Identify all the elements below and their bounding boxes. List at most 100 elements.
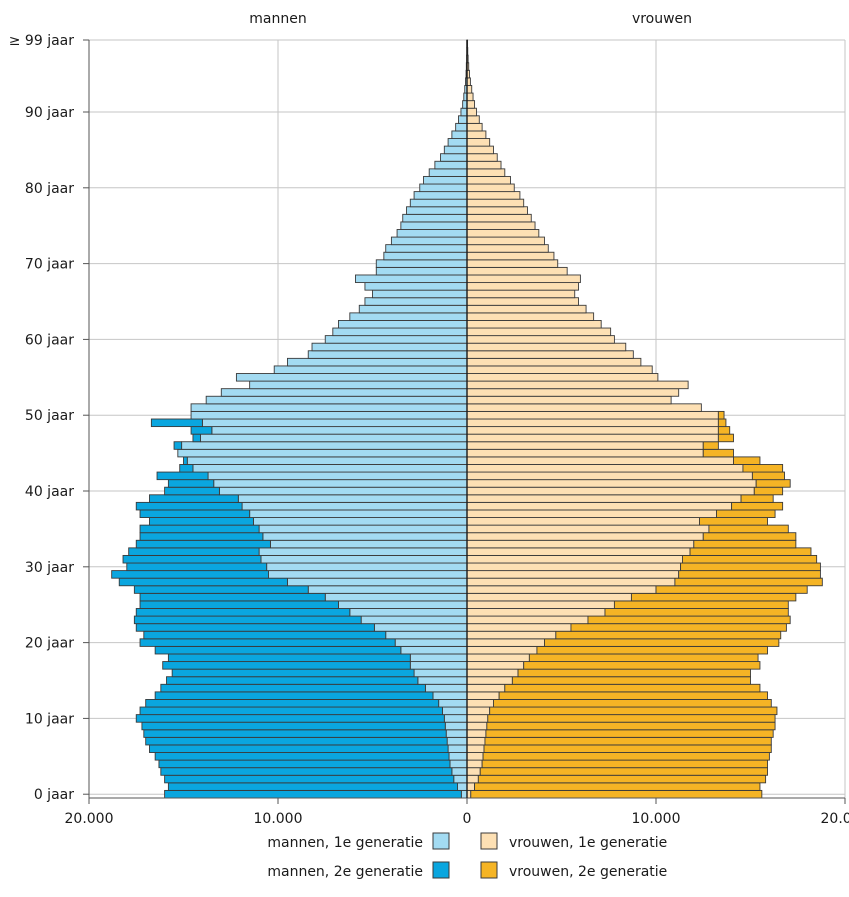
bar-women-2e-age-36 [699,518,767,526]
bar-men-2e-age-38 [136,502,242,510]
bar-men-2e-age-26 [140,593,325,601]
bar-men-1e-age-59 [312,343,467,351]
bar-men-1e-age-41 [214,480,467,488]
bar-men-2e-age-14 [161,684,426,692]
bar-men-1e-age-53 [221,389,467,397]
bar-men-1e-age-86 [448,139,467,147]
bar-women-2e-age-32 [690,548,811,556]
bar-women-2e-age-13 [499,692,767,700]
bar-women-2e-age-24 [605,609,788,617]
bar-men-1e-age-46 [182,442,467,450]
bar-women-2e-age-34 [703,533,796,541]
bar-men-1e-age-24 [350,609,467,617]
bar-men-1e-age-52 [206,396,467,404]
bar-men-1e-age-50 [191,411,467,419]
bar-men-1e-age-39 [238,495,467,503]
bar-men-1e-age-14 [425,684,467,692]
bar-women-1e-age-72 [467,245,548,253]
bar-men-1e-age-70 [376,260,467,268]
bar-women-1e-age-34 [467,533,703,541]
bar-women-1e-age-7 [467,737,485,745]
bar-men-1e-age-5 [449,753,467,761]
legend-label-men-2e: mannen, 2e generatie [267,864,423,880]
bar-men-1e-age-51 [191,404,467,412]
bar-men-1e-age-64 [359,305,467,313]
bar-women-1e-age-6 [467,745,484,753]
bar-men-1e-age-84 [441,154,467,162]
bar-women-1e-age-43 [467,464,743,472]
bar-men-2e-age-33 [136,540,270,548]
bar-women-1e-age-91 [467,101,475,109]
y-tick-label: 40 jaar [25,484,74,500]
bar-men-2e-age-30 [127,563,267,571]
bar-men-2e-age-7 [146,737,447,745]
bar-women-2e-age-49 [718,419,726,427]
bar-men-1e-age-47 [201,434,467,442]
bar-women-2e-age-41 [756,480,790,488]
bar-women-2e-age-43 [743,464,783,472]
bar-men-1e-age-63 [350,313,467,321]
bar-men-2e-age-39 [149,495,238,503]
bar-women-2e-age-7 [485,737,771,745]
bar-women-1e-age-22 [467,624,571,632]
bar-men-1e-age-55 [236,374,467,382]
bar-women-2e-age-12 [493,699,771,707]
y-tick-label: ≥ 99 jaar [9,33,74,49]
legend-label-women-1e: vrouwen, 1e generatie [509,835,667,851]
bar-men-1e-age-87 [452,131,467,139]
bar-women-1e-age-23 [467,616,588,624]
bar-men-1e-age-79 [414,192,467,200]
bar-women-1e-age-33 [467,540,694,548]
bar-men-2e-age-20 [140,639,395,647]
bar-men-2e-age-48 [191,427,212,435]
y-tick-label: 60 jaar [25,332,74,348]
bar-women-1e-age-3 [467,768,480,776]
bar-men-2e-age-37 [140,510,250,518]
bar-men-1e-age-26 [325,593,467,601]
bar-women-1e-age-79 [467,192,520,200]
bar-women-1e-age-76 [467,214,531,222]
bar-men-1e-age-9 [445,722,467,730]
bar-women-1e-age-92 [467,93,473,101]
x-tick-label: 10.000 [254,811,303,827]
bar-women-1e-age-10 [467,715,488,723]
bar-men-2e-age-46 [174,442,182,450]
bar-men-2e-age-40 [165,487,220,495]
bar-women-1e-age-57 [467,358,641,366]
bar-men-2e-age-28 [119,578,287,586]
bar-men-1e-age-38 [242,502,467,510]
bar-women-1e-age-89 [467,116,479,124]
bar-men-1e-age-17 [410,662,467,670]
bar-men-2e-age-13 [155,692,433,700]
bar-women-1e-age-8 [467,730,486,738]
bar-men-2e-age-2 [165,775,454,783]
bar-women-2e-age-31 [682,555,816,563]
bar-men-2e-age-12 [146,699,439,707]
bar-women-1e-age-14 [467,684,505,692]
bar-women-1e-age-32 [467,548,690,556]
bar-men-1e-age-42 [208,472,467,480]
y-tick-label: 30 jaar [25,560,74,576]
bar-men-2e-age-27 [134,586,308,594]
bar-women-1e-age-42 [467,472,752,480]
bar-women-1e-age-68 [467,275,580,283]
header-mannen: mannen [249,11,306,27]
bar-women-1e-age-60 [467,336,614,344]
bar-men-1e-age-62 [338,320,467,328]
legend-label-men-1e: mannen, 1e generatie [267,835,423,851]
bar-women-1e-age-30 [467,563,681,571]
bar-women-1e-age-69 [467,267,567,275]
bar-men-1e-age-81 [424,176,467,184]
bar-women-2e-age-27 [656,586,807,594]
bar-men-1e-age-32 [259,548,467,556]
bar-men-1e-age-36 [253,518,467,526]
x-tick-label: 20.000 [821,811,849,827]
bar-women-1e-age-56 [467,366,652,374]
bar-women-2e-age-48 [718,427,729,435]
bar-men-2e-age-41 [168,480,213,488]
bar-women-2e-age-15 [512,677,750,685]
x-tick-label: 0 [463,811,472,827]
bar-men-1e-age-21 [386,631,467,639]
